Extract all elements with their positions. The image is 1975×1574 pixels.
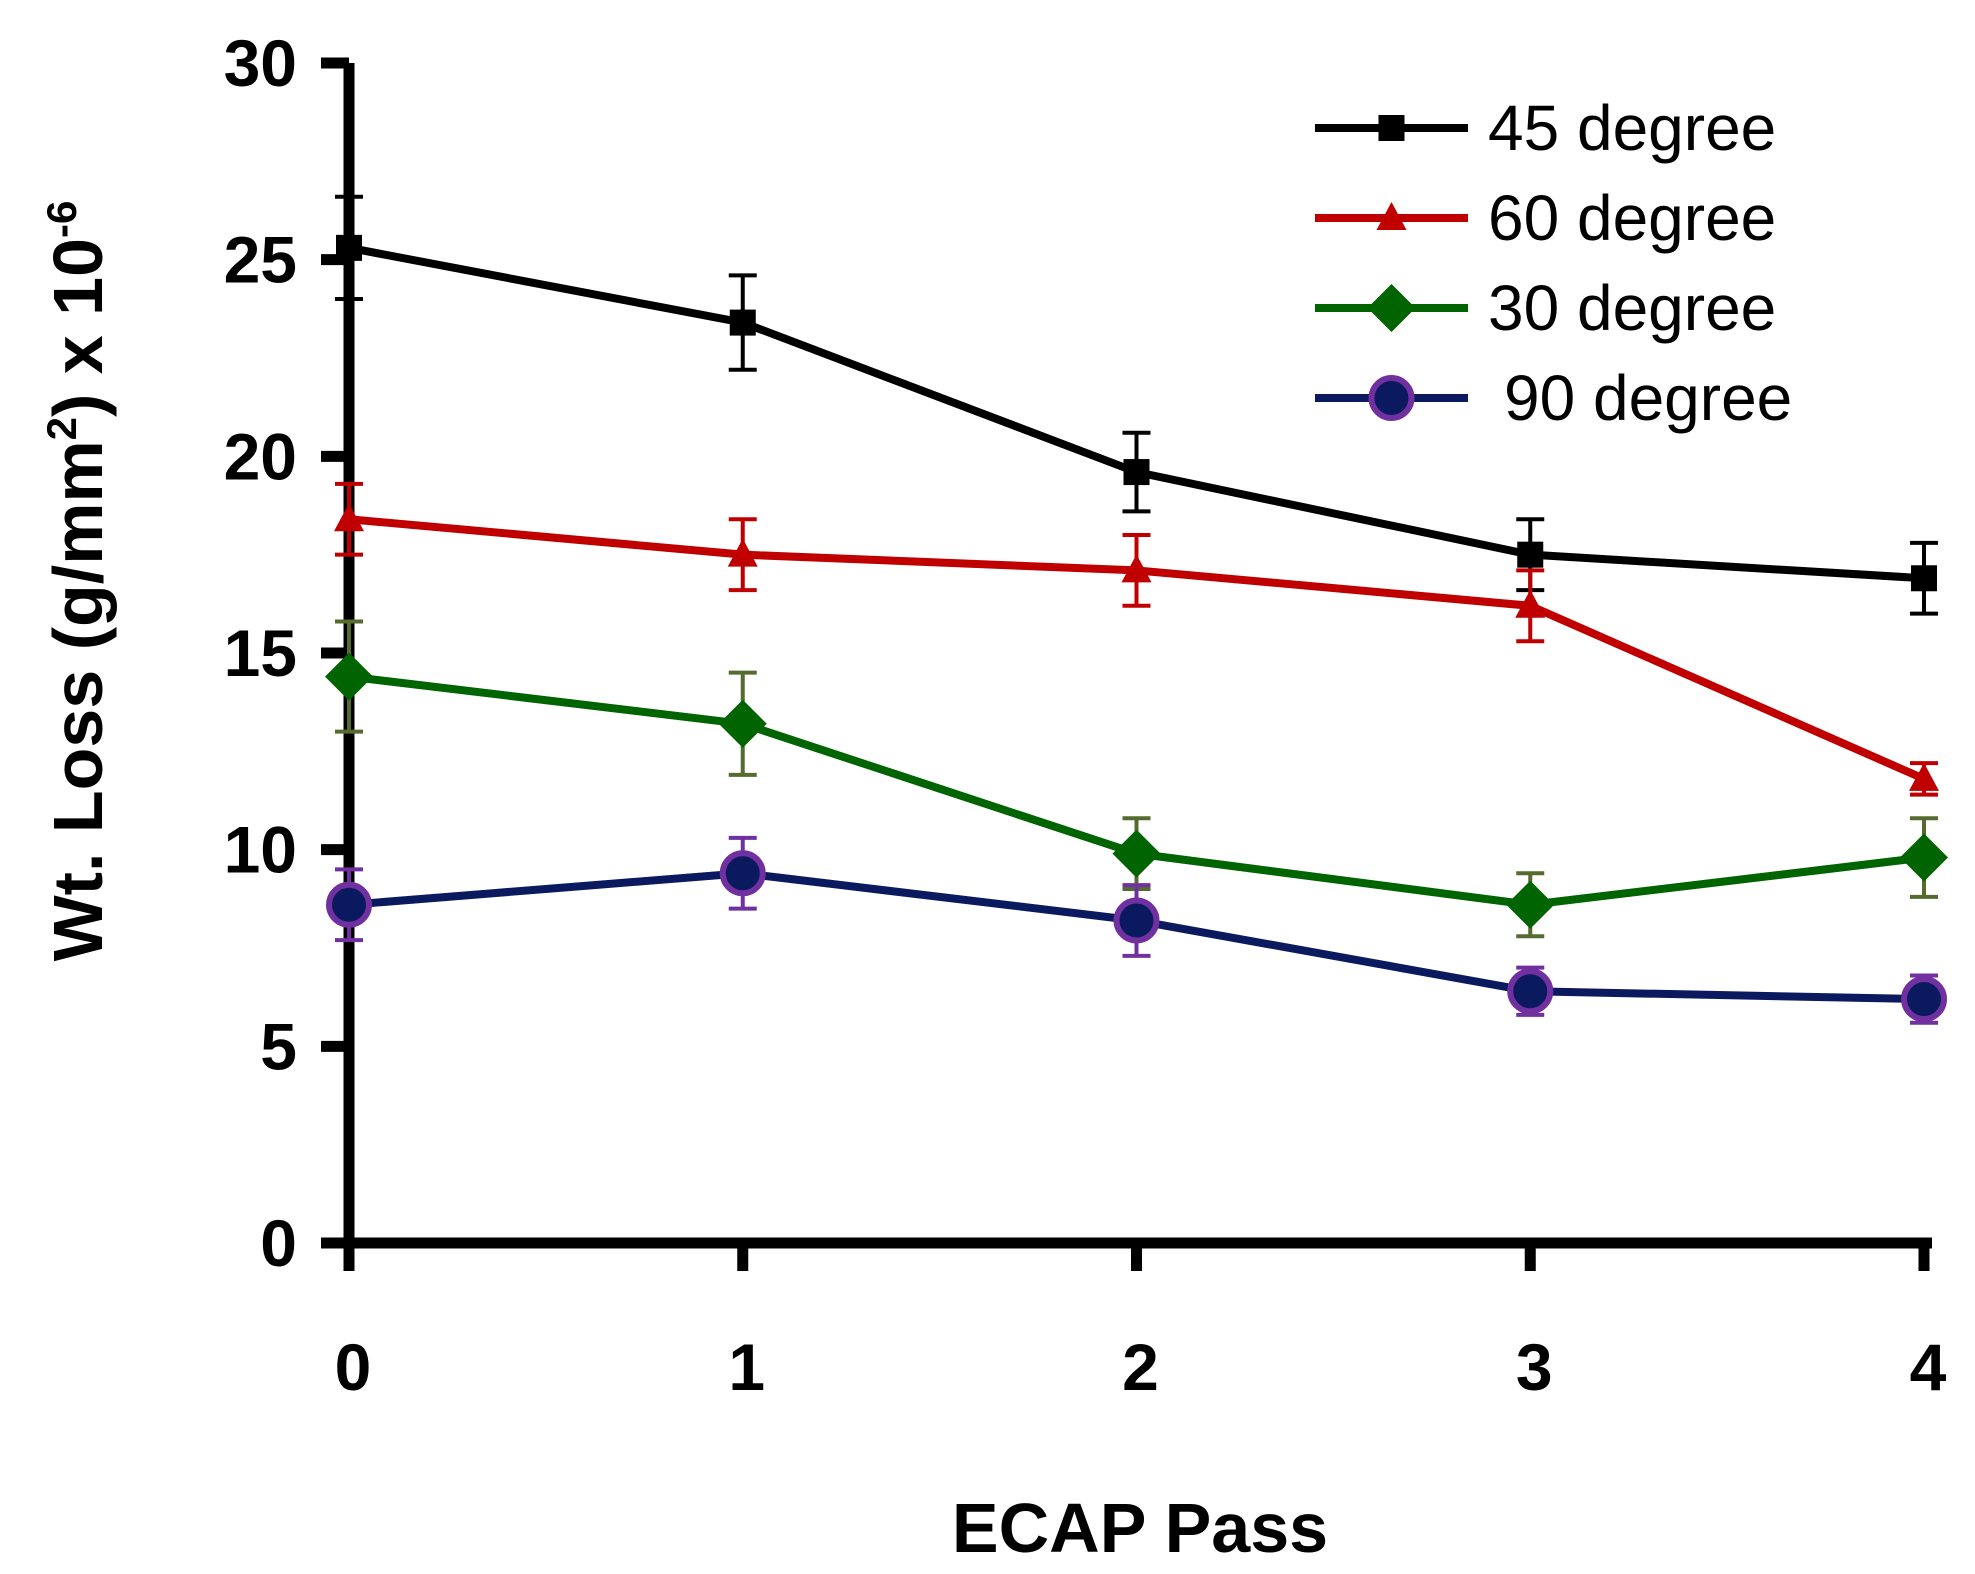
data-point — [1909, 762, 1939, 791]
x-tick-label: 3 — [1516, 1330, 1553, 1404]
data-point — [326, 881, 372, 928]
series-layer — [325, 194, 1948, 1025]
legend-item: 60 degree — [1315, 182, 1776, 254]
x-axis-title: ECAP Pass — [952, 1489, 1328, 1567]
y-axis-title: Wt. Loss (g/mm2) x 10-6 — [38, 201, 117, 962]
data-point — [1506, 880, 1555, 929]
x-tick-label: 2 — [1122, 1330, 1159, 1404]
data-point — [1515, 589, 1546, 618]
data-point — [1900, 833, 1948, 882]
legend-label: 60 degree — [1488, 182, 1776, 254]
series-45-degree — [335, 194, 1938, 616]
legend-item: 30 degree — [1315, 272, 1776, 344]
data-point — [729, 309, 756, 336]
data-point — [1911, 565, 1937, 592]
series-60-degree — [334, 481, 1939, 797]
series-90-degree — [326, 835, 1947, 1025]
data-point — [1517, 541, 1544, 568]
y-axis-title-main: Wt. Loss (g/mm — [39, 440, 117, 961]
y-tick-label: 25 — [224, 223, 297, 297]
y-axis-title-mid: ) x 10 — [39, 238, 117, 417]
legend-label: 90 degree — [1504, 362, 1792, 434]
legend-swatch-marker — [1367, 284, 1416, 332]
legend-swatch-marker — [1378, 115, 1405, 141]
y-tick-label: 20 — [224, 419, 297, 493]
data-point — [1123, 459, 1150, 486]
y-tick-label: 5 — [260, 1009, 297, 1083]
x-tick-label: 1 — [728, 1330, 765, 1404]
data-point — [336, 234, 362, 261]
data-point — [1113, 897, 1160, 944]
legend: 45 degree 60 degree 30 degree 90 degree — [1315, 92, 1792, 434]
data-point — [1112, 829, 1161, 878]
legend-item: 90 degree — [1315, 362, 1792, 434]
data-point — [1121, 554, 1152, 583]
legend-item: 45 degree — [1315, 92, 1776, 164]
data-point — [1507, 968, 1554, 1015]
y-tick-label: 30 — [224, 26, 297, 100]
x-tick-label: 0 — [335, 1330, 372, 1404]
y-tick-label: 10 — [224, 813, 297, 887]
data-point — [334, 503, 364, 532]
legend-swatch-marker — [1376, 202, 1407, 230]
data-point — [718, 699, 767, 748]
y-tick-label: 15 — [224, 616, 297, 690]
legend-swatch-marker — [1368, 375, 1415, 421]
data-point — [1901, 976, 1947, 1023]
y-tick-label: 0 — [260, 1206, 297, 1280]
data-point — [719, 850, 766, 897]
data-point — [325, 652, 373, 701]
series-30-degree — [325, 619, 1948, 939]
data-point — [727, 538, 758, 567]
y-axis-title-sup2: -6 — [38, 201, 85, 238]
legend-label: 45 degree — [1488, 92, 1776, 164]
x-tick-label: 4 — [1910, 1330, 1947, 1404]
legend-label: 30 degree — [1488, 272, 1776, 344]
y-axis-title-sup1: 2 — [38, 417, 85, 440]
